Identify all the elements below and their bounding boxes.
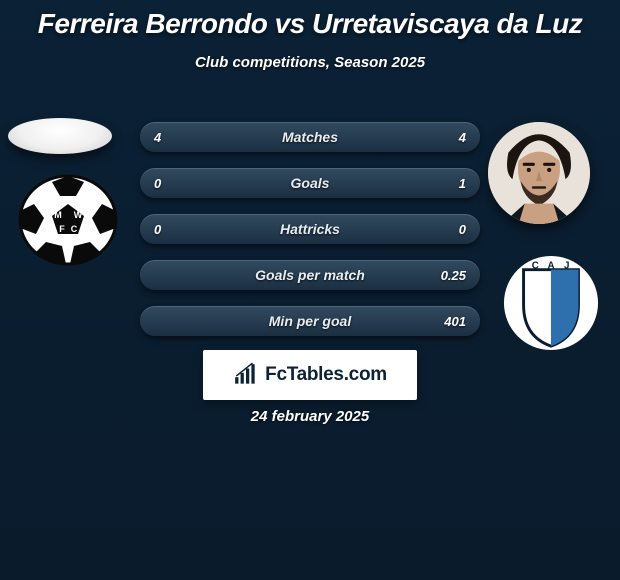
stat-label: Matches — [140, 129, 480, 145]
svg-text:A: A — [547, 261, 554, 272]
stat-row: Min per goal 401 — [140, 306, 480, 336]
left-player-avatar — [8, 118, 112, 154]
stat-label: Goals — [140, 175, 480, 191]
svg-text:C: C — [532, 261, 539, 272]
stat-row: 0 Hattricks 0 — [140, 214, 480, 244]
stat-row: 4 Matches 4 — [140, 122, 480, 152]
stats-container: 4 Matches 4 0 Goals 1 0 Hattricks 0 Goal… — [140, 122, 480, 352]
stat-label: Min per goal — [140, 313, 480, 329]
right-club-crest: C A J — [502, 254, 600, 352]
svg-text:J: J — [564, 261, 569, 272]
svg-text:M: M — [54, 210, 62, 220]
stat-label: Hattricks — [140, 221, 480, 237]
comparison-title: Ferreira Berrondo vs Urretaviscaya da Lu… — [0, 0, 620, 40]
comparison-subtitle: Club competitions, Season 2025 — [0, 54, 620, 71]
chart-bars-icon — [233, 362, 259, 388]
svg-text:W: W — [74, 210, 83, 220]
left-club-crest: M W F C — [18, 174, 118, 266]
stat-row: 0 Goals 1 — [140, 168, 480, 198]
stat-label: Goals per match — [140, 267, 480, 283]
branding-text: FcTables.com — [265, 364, 387, 386]
svg-text:F: F — [59, 224, 65, 234]
stat-row: Goals per match 0.25 — [140, 260, 480, 290]
branding-link[interactable]: FcTables.com — [203, 350, 417, 400]
right-player-avatar — [488, 122, 590, 224]
svg-text:C: C — [71, 224, 78, 234]
snapshot-date: 24 february 2025 — [0, 408, 620, 425]
